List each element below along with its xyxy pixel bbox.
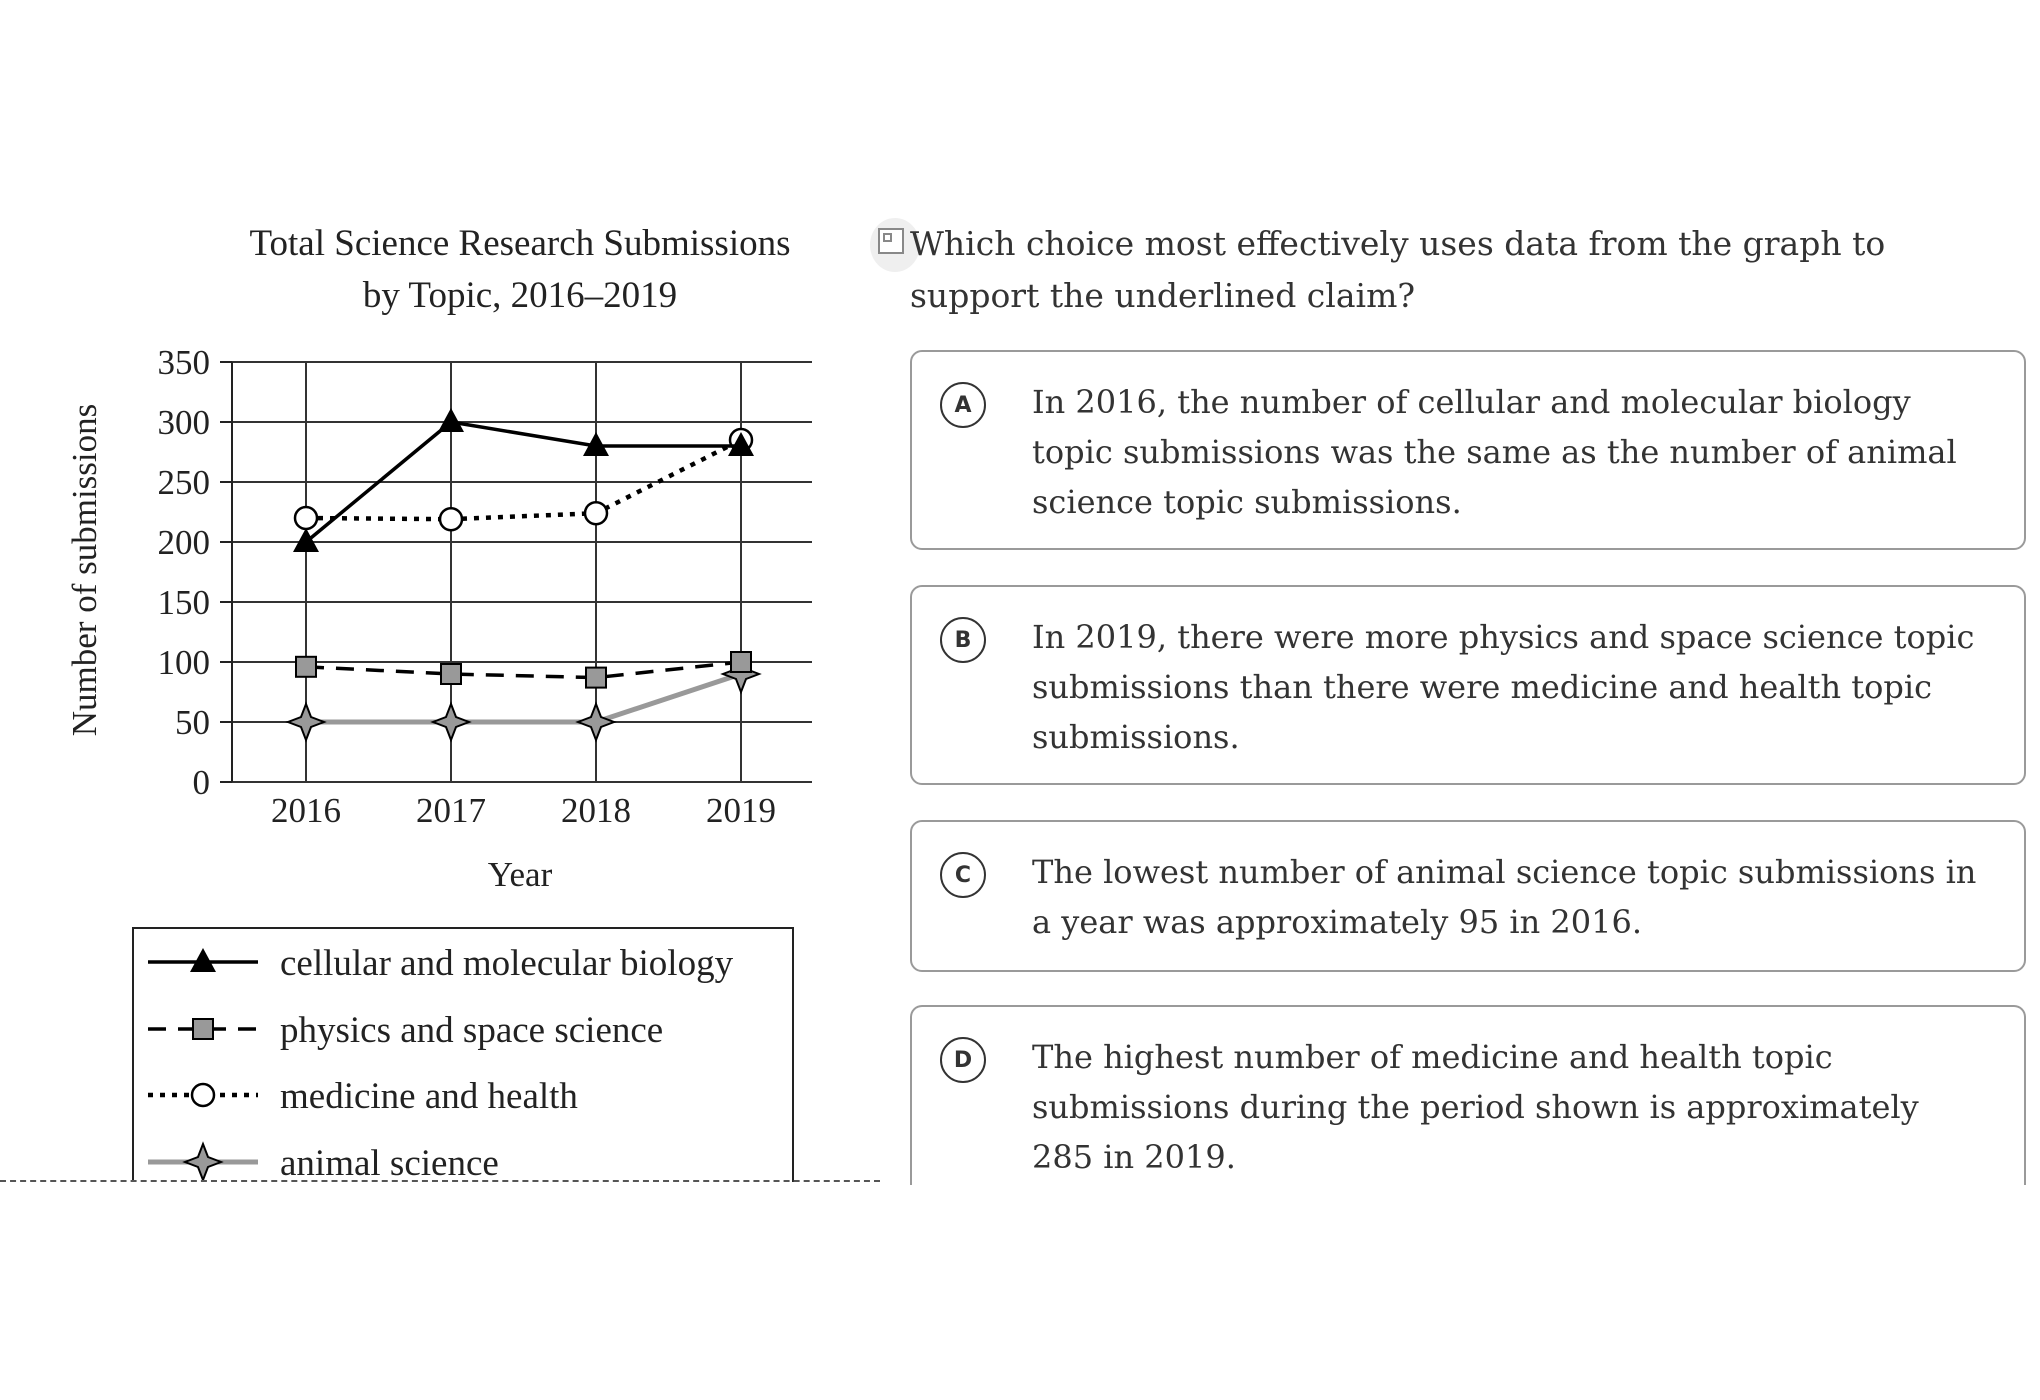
- data-point-animal: [285, 701, 327, 743]
- choice-text-a: In 2016, the number of cellular and mole…: [1032, 383, 1957, 521]
- chart-title-line-1: Total Science Research Submissions: [249, 223, 791, 264]
- chart-title-line-2: by Topic, 2016–2019: [362, 275, 678, 316]
- clip-mask: [0, 1182, 880, 1400]
- y-tick-label: 150: [158, 583, 211, 622]
- choice-letter-b: B: [940, 617, 986, 663]
- data-point-physics: [585, 666, 607, 689]
- y-tick-label: 50: [175, 703, 210, 742]
- mark-for-review-icon[interactable]: [870, 218, 920, 272]
- data-point-physics: [440, 663, 462, 685]
- question-prompt: Which choice most effectively uses data …: [910, 224, 1886, 315]
- data-point-cellular: [583, 432, 609, 456]
- choice-letter-d: D: [940, 1037, 986, 1083]
- x-tick-label: 2017: [416, 791, 486, 830]
- legend-marker-animal: [182, 1141, 224, 1183]
- data-point-physics: [295, 655, 317, 678]
- choice-letter-a: A: [940, 382, 986, 428]
- legend-marker-cellular: [190, 948, 216, 972]
- data-point-physics: [730, 651, 752, 673]
- series-line-physics: [305, 660, 742, 680]
- legend-marker-medicine: [190, 1082, 216, 1108]
- data-point-medicine: [583, 500, 609, 526]
- mark-icon-box: [878, 228, 904, 254]
- data-point-medicine: [293, 505, 319, 531]
- y-tick-label: 350: [158, 343, 211, 382]
- data-point-animal: [575, 701, 617, 743]
- data-point-cellular: [293, 528, 319, 552]
- y-tick-label: 200: [158, 523, 211, 562]
- series-line-animal: [306, 671, 742, 725]
- x-tick-label: 2018: [561, 791, 631, 830]
- legend-label-medicine: medicine and health: [280, 1076, 578, 1117]
- data-point-animal: [430, 701, 472, 743]
- y-tick-label: 250: [158, 463, 211, 502]
- y-axis-label: Number of submissions: [65, 403, 104, 737]
- y-tick-label: 100: [158, 643, 211, 682]
- answer-choice-c[interactable]: C The lowest number of animal science to…: [910, 820, 2026, 972]
- legend-marker-physics: [192, 1018, 214, 1040]
- series-line-cellular: [304, 420, 741, 544]
- answer-choice-d[interactable]: D The highest number of medicine and hea…: [910, 1005, 2026, 1205]
- choice-letter-c: C: [940, 852, 986, 898]
- y-tick-label: 0: [193, 763, 211, 802]
- data-point-cellular: [438, 408, 464, 432]
- answer-choice-b[interactable]: B In 2019, there were more physics and s…: [910, 585, 2026, 785]
- choice-text-d: The highest number of medicine and healt…: [1032, 1038, 1919, 1176]
- data-point-cellular: [728, 432, 754, 456]
- y-tick-label: 300: [158, 403, 211, 442]
- legend-label-cellular: cellular and molecular biology: [280, 943, 734, 984]
- legend-label-physics: physics and space science: [280, 1010, 664, 1051]
- page-cut-line: [0, 1180, 880, 1182]
- data-point-medicine: [438, 506, 464, 532]
- x-axis-label: Year: [487, 855, 553, 894]
- choice-text-b: In 2019, there were more physics and spa…: [1032, 618, 1975, 756]
- answer-choice-a[interactable]: A In 2016, the number of cellular and mo…: [910, 350, 2026, 550]
- series-line-medicine: [305, 437, 743, 522]
- chart-title: Total Science Research Submissions by To…: [175, 218, 865, 322]
- x-tick-label: 2016: [271, 791, 341, 830]
- line-chart: 0 50 100 150 200 250 300 350 2016 2017 2018 2019: [132, 343, 812, 1229]
- x-tick-label: 2019: [706, 791, 776, 830]
- page-cut-mask: [880, 1185, 2040, 1400]
- choice-text-c: The lowest number of animal science topi…: [1032, 853, 1977, 941]
- legend-label-animal: animal science: [280, 1143, 499, 1184]
